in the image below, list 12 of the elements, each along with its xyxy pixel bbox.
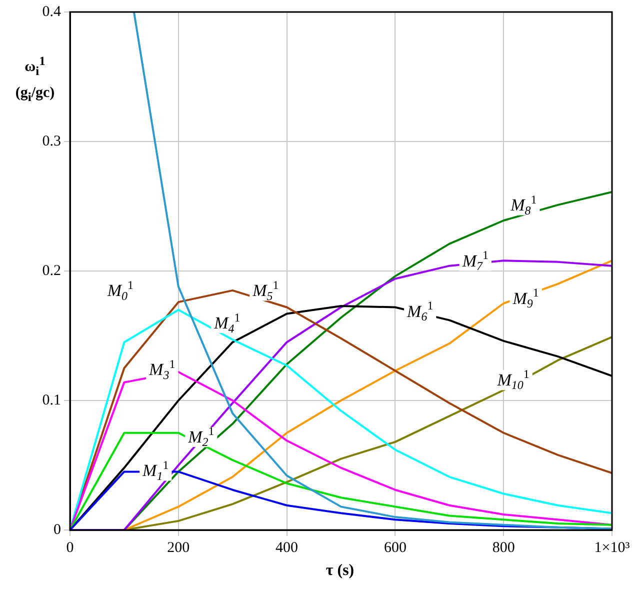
x-tick-label: 400 bbox=[276, 540, 298, 556]
y-tick-label: 0 bbox=[54, 522, 61, 538]
y-tick-label: 0.2 bbox=[42, 262, 61, 279]
x-tick-label: 600 bbox=[384, 540, 406, 556]
x-tick-label: 1×10³ bbox=[594, 540, 630, 556]
x-tick-label: 200 bbox=[167, 540, 190, 556]
y-tick-label: 0.4 bbox=[42, 4, 62, 20]
y-tick-label: 0.3 bbox=[42, 133, 61, 150]
x-tick-label: 800 bbox=[492, 540, 515, 556]
x-tick-label: 0 bbox=[66, 540, 74, 556]
x-axis-title: τ (s) bbox=[324, 562, 356, 580]
y-tick-label: 0.1 bbox=[42, 392, 61, 408]
